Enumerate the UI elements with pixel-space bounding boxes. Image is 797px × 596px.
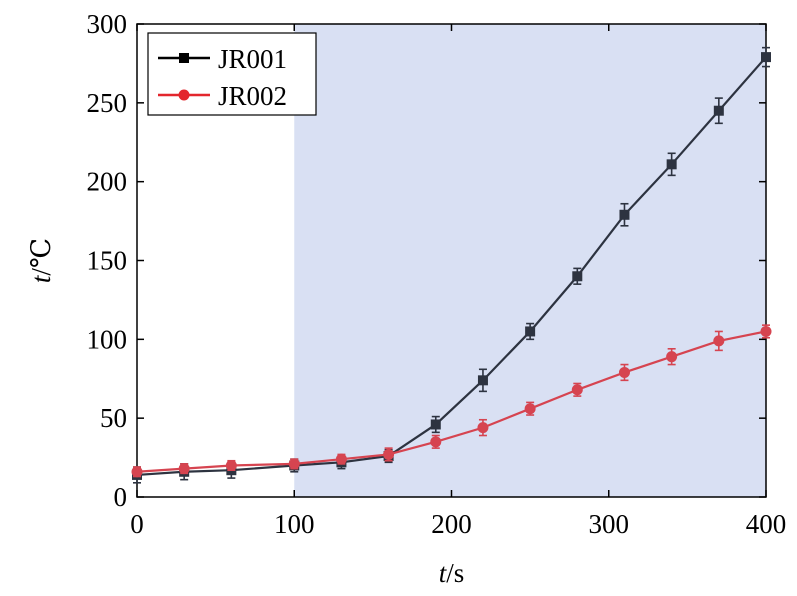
y-tick-label: 0 xyxy=(114,482,128,512)
data-point xyxy=(760,325,772,337)
data-point xyxy=(288,458,300,470)
series-line xyxy=(136,330,767,473)
y-axis-title-italic: t xyxy=(26,274,56,283)
series-line xyxy=(136,56,767,477)
x-axis-title: t/s xyxy=(439,558,465,588)
data-point xyxy=(618,366,630,378)
x-tick-label: 400 xyxy=(746,509,787,539)
shaded-region xyxy=(294,24,766,497)
y-tick-label: 100 xyxy=(87,324,128,354)
data-point xyxy=(571,384,583,396)
data-point xyxy=(131,466,143,478)
x-tick-label: 100 xyxy=(274,509,315,539)
data-point xyxy=(666,351,678,363)
data-point xyxy=(713,335,725,347)
data-point xyxy=(178,463,190,475)
data-point xyxy=(430,436,442,448)
legend-label-JR002: JR002 xyxy=(218,81,287,111)
data-point xyxy=(477,422,489,434)
data-point xyxy=(525,326,536,337)
legend-label-JR001: JR001 xyxy=(218,44,287,74)
data-point xyxy=(572,271,583,282)
x-axis-title-unit: /s xyxy=(446,558,464,588)
x-tick-label: 300 xyxy=(589,509,630,539)
data-point xyxy=(335,453,347,465)
legend-box xyxy=(147,32,317,116)
x-tick-label: 200 xyxy=(431,509,472,539)
legend-marker-JR002 xyxy=(178,89,190,101)
y-tick-label: 200 xyxy=(87,167,128,197)
x-axis-title-italic: t xyxy=(439,558,448,588)
y-tick-label: 250 xyxy=(87,88,128,118)
y-axis-title-unit: /℃ xyxy=(26,238,56,276)
data-point xyxy=(666,159,677,170)
data-point xyxy=(713,105,724,116)
data-point xyxy=(761,52,771,63)
data-point xyxy=(430,419,441,430)
data-point xyxy=(619,209,630,220)
y-axis-title: t/℃ xyxy=(26,238,56,283)
y-tick-label: 150 xyxy=(87,246,128,276)
x-tick-label: 0 xyxy=(130,509,144,539)
series-JR002 xyxy=(131,324,772,478)
data-point xyxy=(383,448,395,460)
y-tick-label: 300 xyxy=(87,9,128,39)
y-tick-label: 50 xyxy=(100,403,127,433)
legend-marker-JR001 xyxy=(179,53,189,63)
data-point xyxy=(524,403,536,415)
data-point xyxy=(225,459,237,471)
data-point xyxy=(477,375,488,386)
